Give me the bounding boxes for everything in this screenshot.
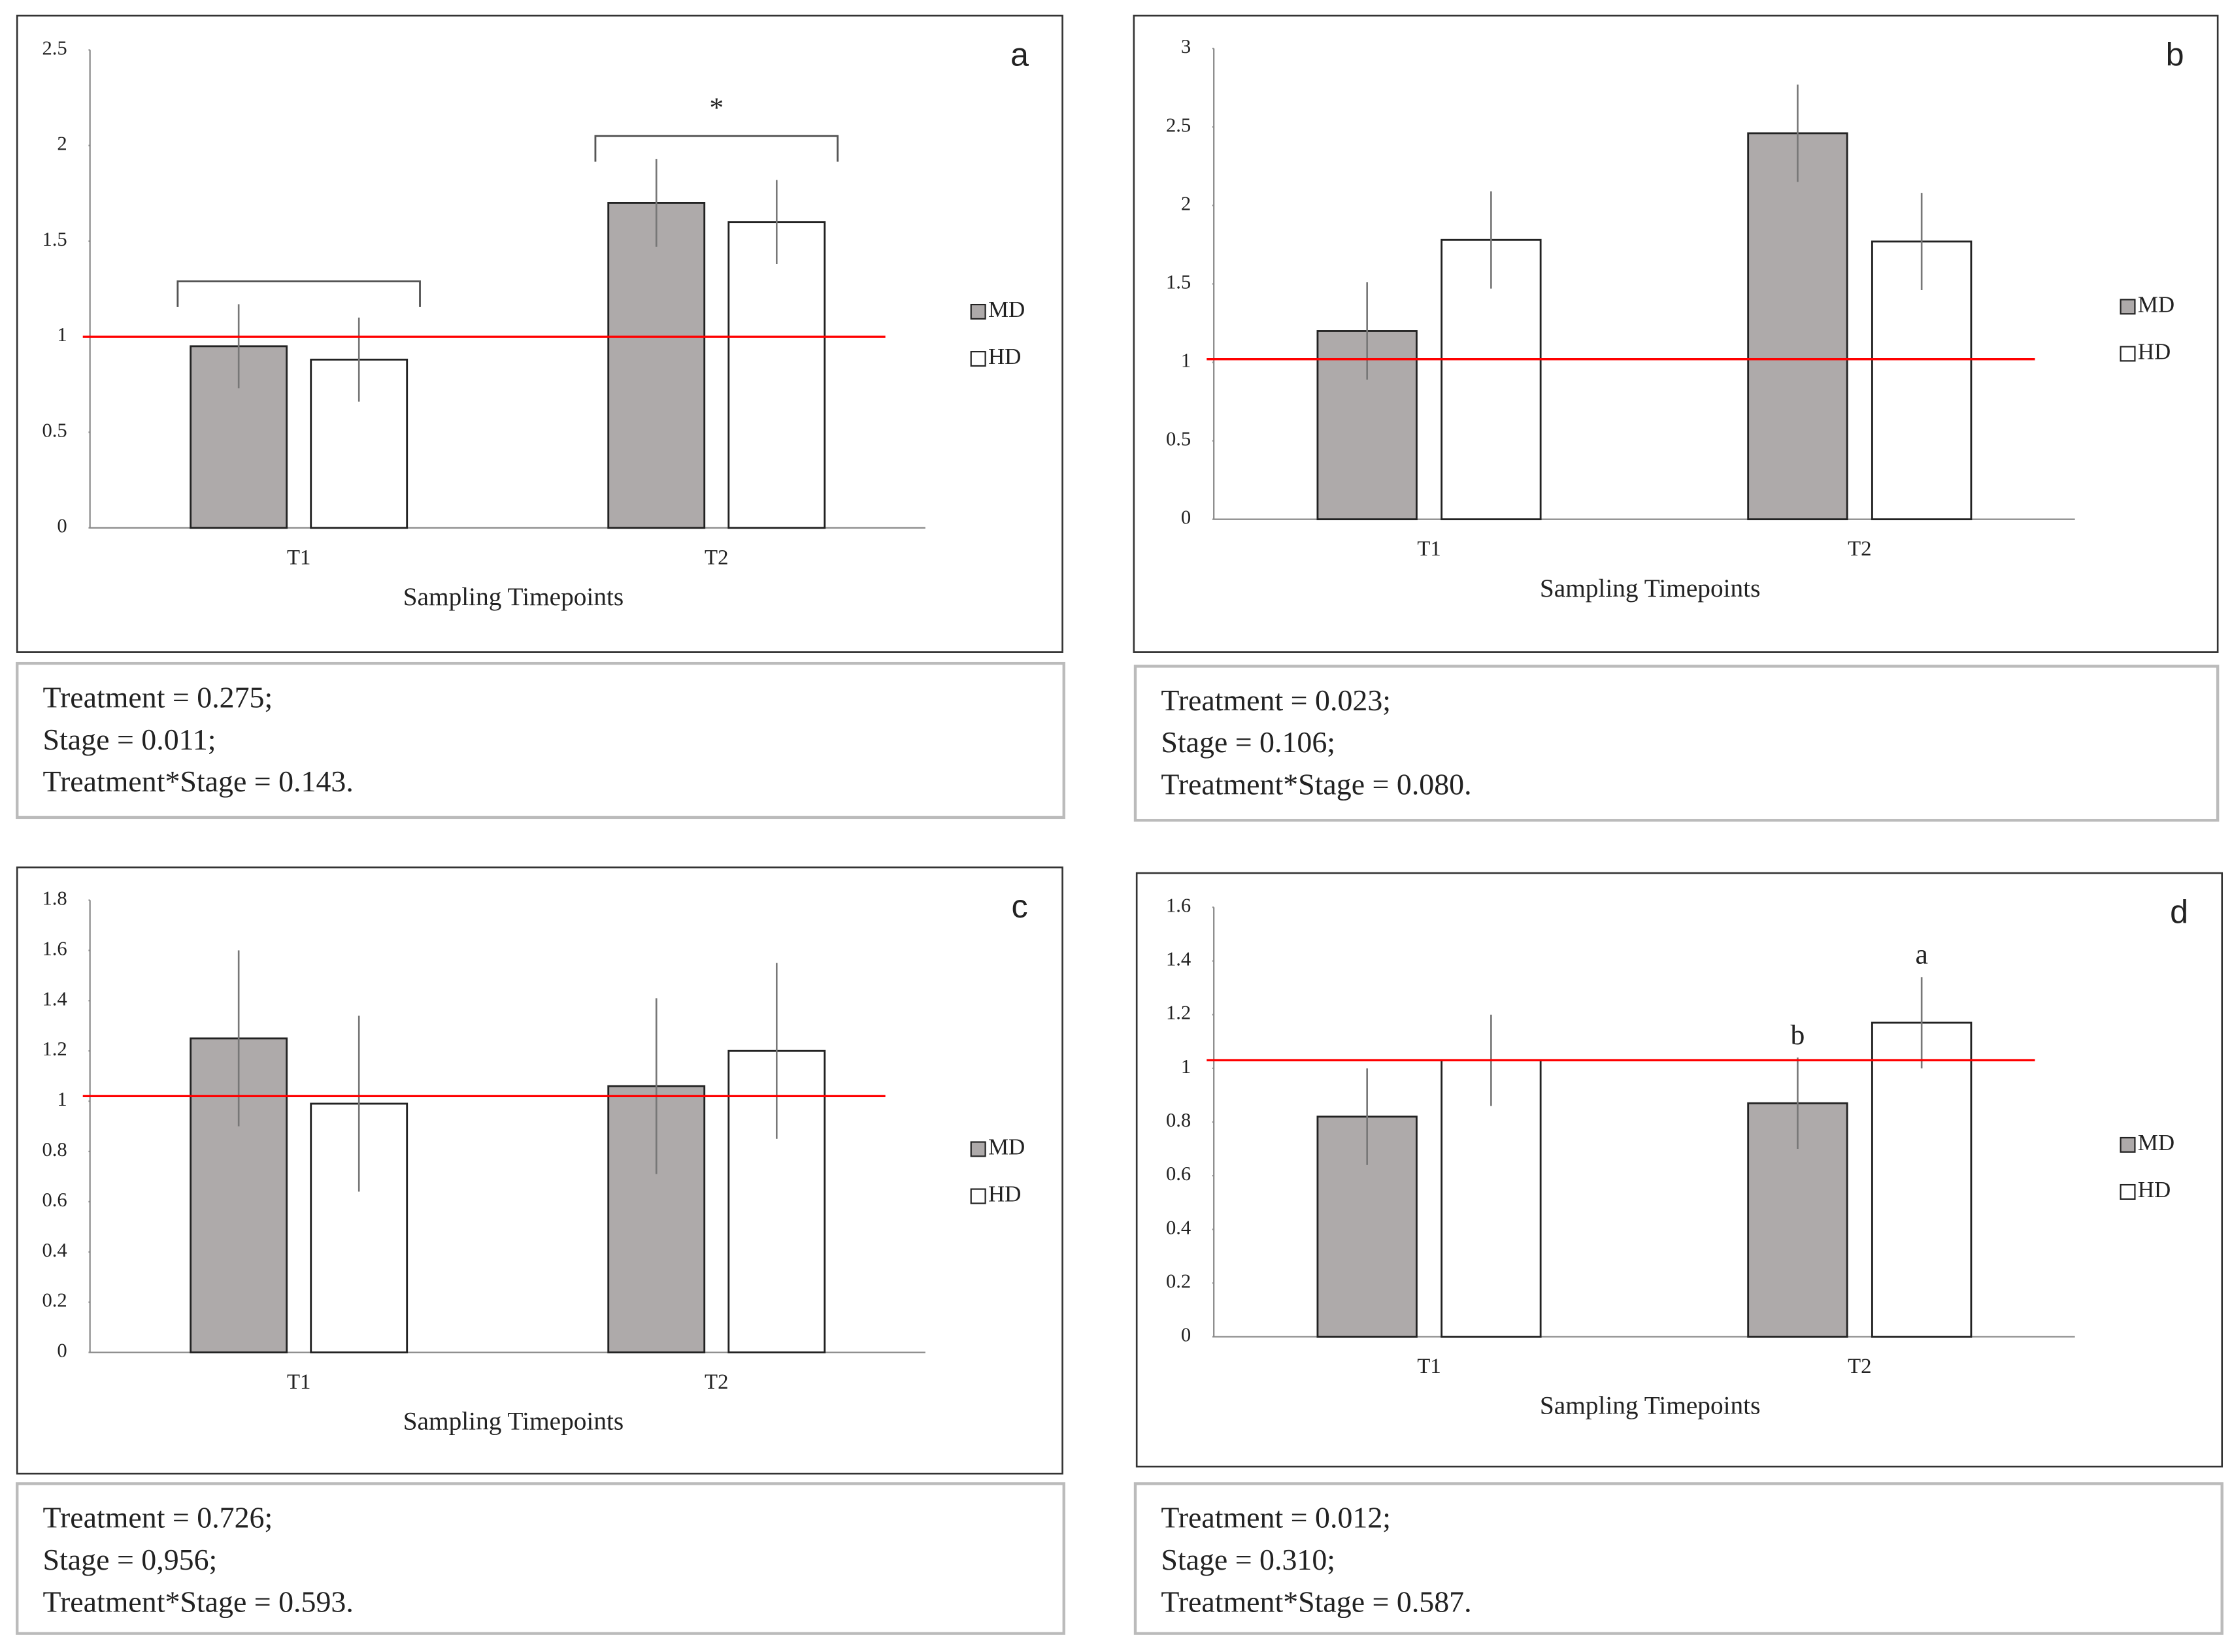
stats-line: Stage = 0,956; xyxy=(43,1543,218,1576)
y-tick-label: 0 xyxy=(1181,1324,1191,1346)
y-tick-label: 1.2 xyxy=(1166,1002,1191,1024)
legend-swatch xyxy=(970,351,986,367)
y-tick-label: 1 xyxy=(57,323,67,346)
panel-frame xyxy=(1135,872,2224,1468)
y-tick-label: 0 xyxy=(57,1340,67,1362)
y-tick-label: 2.5 xyxy=(1166,114,1191,136)
y-tick-label: 0.4 xyxy=(1166,1216,1191,1238)
bar xyxy=(1441,1059,1542,1338)
panel-label: b xyxy=(2166,37,2184,73)
annotation: a xyxy=(1915,939,1927,970)
bar xyxy=(607,202,706,529)
panel-label: c xyxy=(1011,888,1027,925)
y-tick-label: 1 xyxy=(1181,350,1191,372)
stats-line: Treatment = 0.012; xyxy=(1161,1501,1391,1534)
group-bracket xyxy=(176,280,421,307)
legend-swatch xyxy=(970,1141,986,1157)
legend-swatch xyxy=(970,303,986,320)
panel-label: d xyxy=(2170,894,2188,931)
y-tick-label: 1.8 xyxy=(42,887,67,910)
legend-label: MD xyxy=(2138,291,2174,317)
x-axis-title: Sampling Timepoints xyxy=(1540,1391,1761,1420)
stats-frame xyxy=(16,1482,1065,1635)
stats-line: Treatment*Stage = 0.587. xyxy=(1161,1585,1471,1619)
stats-line: Stage = 0.106; xyxy=(1161,725,1335,759)
bar xyxy=(607,1085,706,1353)
y-tick-label: 2 xyxy=(57,133,67,155)
y-tick-label: 0.6 xyxy=(42,1189,67,1211)
y-tick-label: 1 xyxy=(57,1088,67,1110)
panel-frame xyxy=(16,866,1063,1475)
annotation: * xyxy=(709,92,724,124)
y-tick-label: 1.2 xyxy=(42,1038,67,1060)
legend-label: MD xyxy=(2138,1130,2174,1155)
y-tick-label: 0 xyxy=(57,515,67,537)
x-tick-label: T2 xyxy=(1848,537,1871,561)
y-tick-label: 0 xyxy=(1181,506,1191,529)
bar xyxy=(1871,1021,1973,1338)
x-axis-title: Sampling Timepoints xyxy=(403,582,624,611)
legend-label: HD xyxy=(2138,1177,2171,1202)
y-tick-label: 1.6 xyxy=(1166,894,1191,916)
stats-line: Stage = 0.310; xyxy=(1161,1543,1335,1576)
x-tick-label: T2 xyxy=(705,1370,728,1394)
stats-line: Treatment = 0.023; xyxy=(1161,684,1391,717)
legend-label: MD xyxy=(988,1134,1025,1159)
stats-frame xyxy=(1133,1482,2224,1635)
y-tick-label: 2.5 xyxy=(42,37,67,59)
legend-label: MD xyxy=(988,297,1025,322)
y-tick-label: 0.8 xyxy=(1166,1109,1191,1131)
annotation: b xyxy=(1791,1019,1805,1051)
stats-line: Stage = 0.011; xyxy=(43,723,216,756)
y-tick-label: 0.6 xyxy=(1166,1163,1191,1185)
y-tick-label: 0.5 xyxy=(1166,428,1191,450)
y-tick-label: 0.2 xyxy=(42,1289,67,1312)
x-tick-label: T2 xyxy=(1848,1355,1871,1378)
panel-frame xyxy=(1133,14,2219,653)
y-tick-label: 1.4 xyxy=(42,987,67,1010)
stats-line: Treatment = 0.726; xyxy=(43,1501,273,1534)
bar xyxy=(1747,132,1848,521)
x-tick-label: T1 xyxy=(287,546,310,569)
y-tick-label: 2 xyxy=(1181,192,1191,214)
y-tick-label: 1.4 xyxy=(1166,948,1191,970)
legend-swatch xyxy=(2120,346,2136,362)
stats-frame xyxy=(1133,665,2220,822)
stats-frame xyxy=(16,661,1065,819)
x-tick-label: T1 xyxy=(1417,537,1441,561)
x-tick-label: T1 xyxy=(1417,1355,1441,1378)
legend-swatch xyxy=(970,1188,986,1204)
x-axis-title: Sampling Timepoints xyxy=(1540,574,1761,603)
y-tick-label: 0.5 xyxy=(42,419,67,441)
y-tick-label: 1.6 xyxy=(42,937,67,959)
legend-label: HD xyxy=(2138,339,2171,364)
y-tick-label: 0.8 xyxy=(42,1138,67,1161)
stats-line: Treatment*Stage = 0.080. xyxy=(1161,768,1471,801)
panel-frame xyxy=(16,14,1063,653)
stats-line: Treatment*Stage = 0.593. xyxy=(43,1585,354,1619)
y-tick-label: 1 xyxy=(1181,1055,1191,1078)
legend-swatch xyxy=(2120,1136,2136,1153)
stats-line: Treatment = 0.275; xyxy=(43,680,273,714)
legend-swatch xyxy=(2120,1183,2136,1200)
x-tick-label: T1 xyxy=(287,1370,310,1394)
legend-label: HD xyxy=(988,1181,1021,1207)
bar xyxy=(727,221,826,529)
group-bracket xyxy=(594,135,839,162)
x-axis-title: Sampling Timepoints xyxy=(403,1407,624,1436)
y-tick-label: 3 xyxy=(1181,35,1191,58)
legend-label: HD xyxy=(988,344,1021,369)
y-tick-label: 1.5 xyxy=(42,228,67,250)
stats-line: Treatment*Stage = 0.143. xyxy=(43,765,354,798)
legend-swatch xyxy=(2120,299,2136,315)
y-tick-label: 1.5 xyxy=(1166,271,1191,293)
x-tick-label: T2 xyxy=(705,546,728,569)
panel-label: a xyxy=(1010,37,1029,73)
y-tick-label: 0.2 xyxy=(1166,1270,1191,1292)
y-tick-label: 0.4 xyxy=(42,1239,67,1261)
